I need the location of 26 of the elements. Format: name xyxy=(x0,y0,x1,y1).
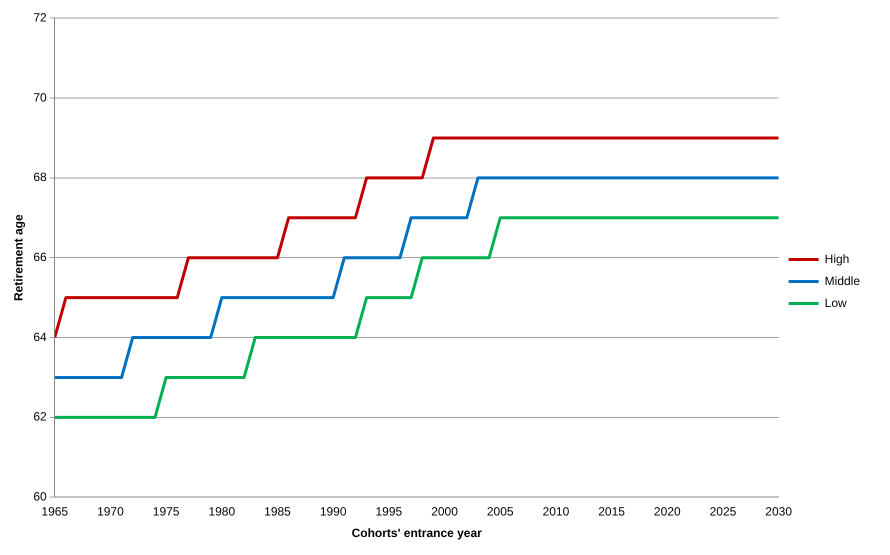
x-tick-label: 2010 xyxy=(542,504,570,519)
x-tick-label: 1995 xyxy=(376,504,403,519)
x-tick-label: 1990 xyxy=(320,504,347,519)
y-tick-label: 60 xyxy=(33,490,48,504)
x-tick-label: 1965 xyxy=(41,504,68,519)
y-tick-label: 70 xyxy=(33,90,48,104)
y-tick-label: 68 xyxy=(33,170,48,184)
x-tick-label: 2015 xyxy=(598,504,626,519)
x-tick-label: 1975 xyxy=(152,504,180,519)
legend-label: High xyxy=(824,252,850,266)
x-tick-label: 2030 xyxy=(765,504,792,519)
legend-label: Middle xyxy=(824,274,860,288)
legend-label: Low xyxy=(824,296,847,310)
x-tick-label: 2025 xyxy=(710,504,737,519)
x-tick-label: 2005 xyxy=(486,504,514,519)
y-tick-label: 72 xyxy=(33,10,48,25)
y-tick-label: 62 xyxy=(33,410,48,424)
x-tick-label: 1985 xyxy=(264,504,292,519)
y-tick-label: 66 xyxy=(33,250,48,264)
y-tick-label: 64 xyxy=(33,330,48,344)
x-tick-label: 2000 xyxy=(431,504,458,519)
y-axis-title: Retirement age xyxy=(12,214,26,302)
x-tick-label: 2020 xyxy=(654,504,681,519)
x-tick-label: 1980 xyxy=(208,504,236,519)
x-axis-title: Cohorts' entrance year xyxy=(352,526,482,540)
x-tick-label: 1970 xyxy=(97,504,124,519)
